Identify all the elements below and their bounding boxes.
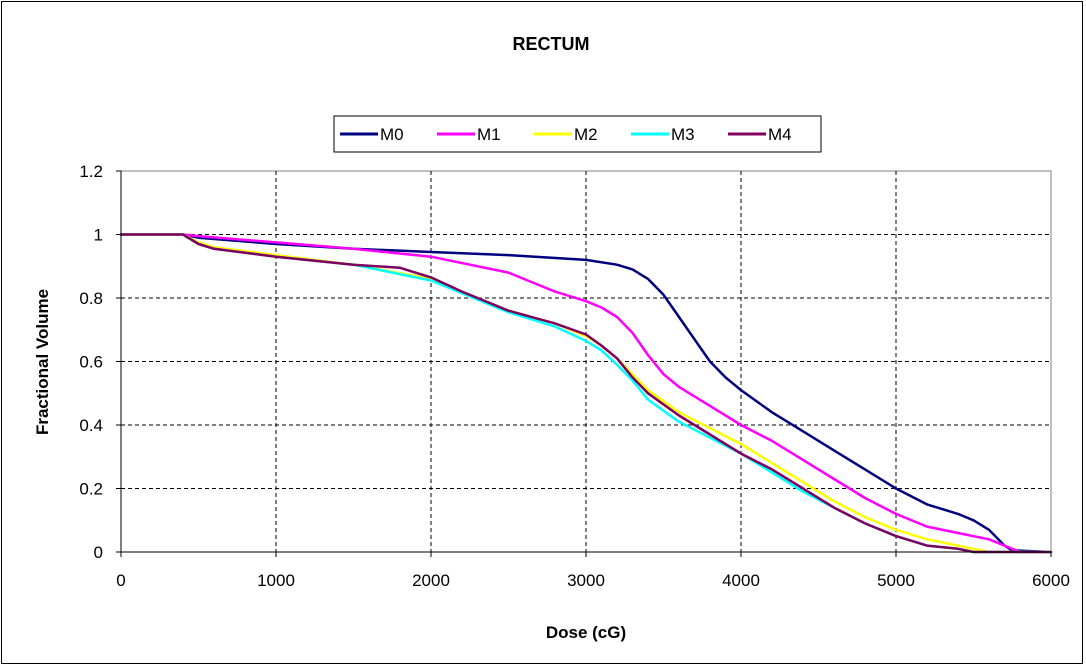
y-tick-label: 1 (94, 226, 103, 245)
legend-label-m1: M1 (477, 125, 501, 144)
legend-label-m0: M0 (380, 125, 404, 144)
x-tick-label: 3000 (567, 571, 605, 590)
y-tick-label: 0.8 (79, 289, 103, 308)
x-axis-title: Dose (cG) (546, 623, 626, 642)
chart-title: RECTUM (513, 34, 590, 54)
x-tick-label: 4000 (722, 571, 760, 590)
series-line-m0 (119, 233, 1053, 554)
legend-label-m3: M3 (671, 125, 695, 144)
y-tick-label: 0.6 (79, 353, 103, 372)
legend-label-m4: M4 (768, 125, 792, 144)
y-axis-title: Fractional Volume (33, 289, 52, 435)
legend-label-m2: M2 (574, 125, 598, 144)
axis-ticks: 0 1000 2000 3000 4000 5000 6000 0 0.2 0.4 0.6 0.8 1 1… (79, 162, 1070, 590)
legend: M0 M1 M2 M3 M4 (333, 115, 822, 153)
y-tick-label: 0.4 (79, 416, 103, 435)
x-tick-label: 1000 (257, 571, 295, 590)
series-layer (119, 233, 1053, 554)
y-tick-label: 0.2 (79, 480, 103, 499)
x-tick-label: 2000 (412, 571, 450, 590)
series-line-m1 (119, 233, 1053, 554)
y-tick-label: 0 (94, 543, 103, 562)
y-tick-label: 1.2 (79, 162, 103, 181)
x-tick-label: 6000 (1032, 571, 1070, 590)
x-tick-label: 5000 (877, 571, 915, 590)
x-tick-label: 0 (116, 571, 125, 590)
series-line-m4 (119, 233, 1053, 554)
